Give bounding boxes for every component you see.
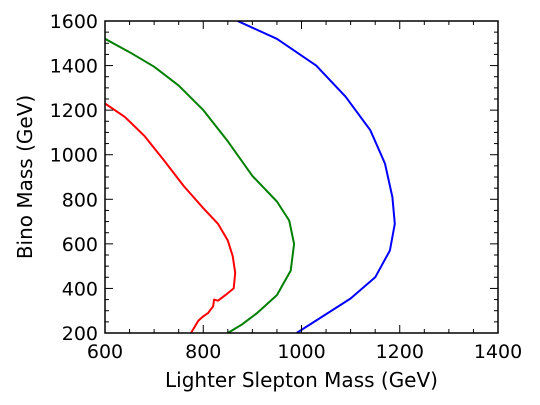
y-tick-label: 800 <box>62 189 98 211</box>
x-tick-label: 1200 <box>376 341 424 363</box>
x-tick-label: 1000 <box>277 341 325 363</box>
y-tick-label: 400 <box>62 278 98 300</box>
y-axis-title: Bino Mass (GeV) <box>13 95 37 259</box>
y-tick-label: 1600 <box>50 11 98 33</box>
series-line-3 <box>237 21 396 333</box>
plot-lines <box>105 21 396 333</box>
y-tick-label: 200 <box>62 323 98 345</box>
series-line-1 <box>105 102 237 333</box>
x-axis-title: Lighter Slepton Mass (GeV) <box>165 368 438 392</box>
y-tick-label: 600 <box>62 234 98 256</box>
axis-ticks <box>104 20 499 334</box>
x-tick-label: 1400 <box>474 341 522 363</box>
y-tick-label: 1200 <box>50 100 98 122</box>
plot-frame <box>104 20 499 334</box>
x-tick-label: 800 <box>185 341 221 363</box>
y-tick-label: 1000 <box>50 145 98 167</box>
series-line-2 <box>105 37 296 333</box>
tick-labels: 600 800 1000 1200 1400 200 400 600 800 1000 1200 14… <box>50 11 523 363</box>
x-tick-label: 600 <box>87 341 123 363</box>
y-tick-label: 1400 <box>50 56 98 78</box>
